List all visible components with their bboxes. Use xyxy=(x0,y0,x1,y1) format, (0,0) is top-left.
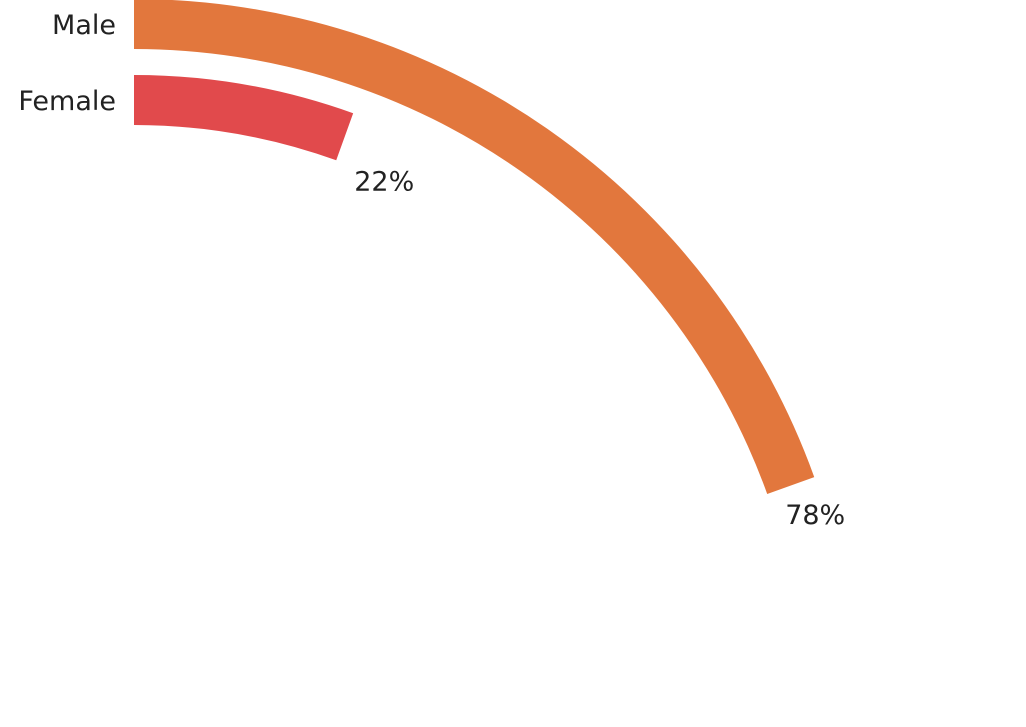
bar-male xyxy=(134,0,815,495)
category-label-female: Female xyxy=(18,86,116,117)
category-labels-layer: Male Female xyxy=(18,10,116,117)
value-label-female: 22% xyxy=(354,166,414,197)
bars-layer xyxy=(134,0,815,495)
bar-female xyxy=(134,75,354,161)
category-label-male: Male xyxy=(52,10,116,41)
value-label-male: 78% xyxy=(785,500,845,531)
value-labels-layer: 78% 22% xyxy=(354,166,845,531)
